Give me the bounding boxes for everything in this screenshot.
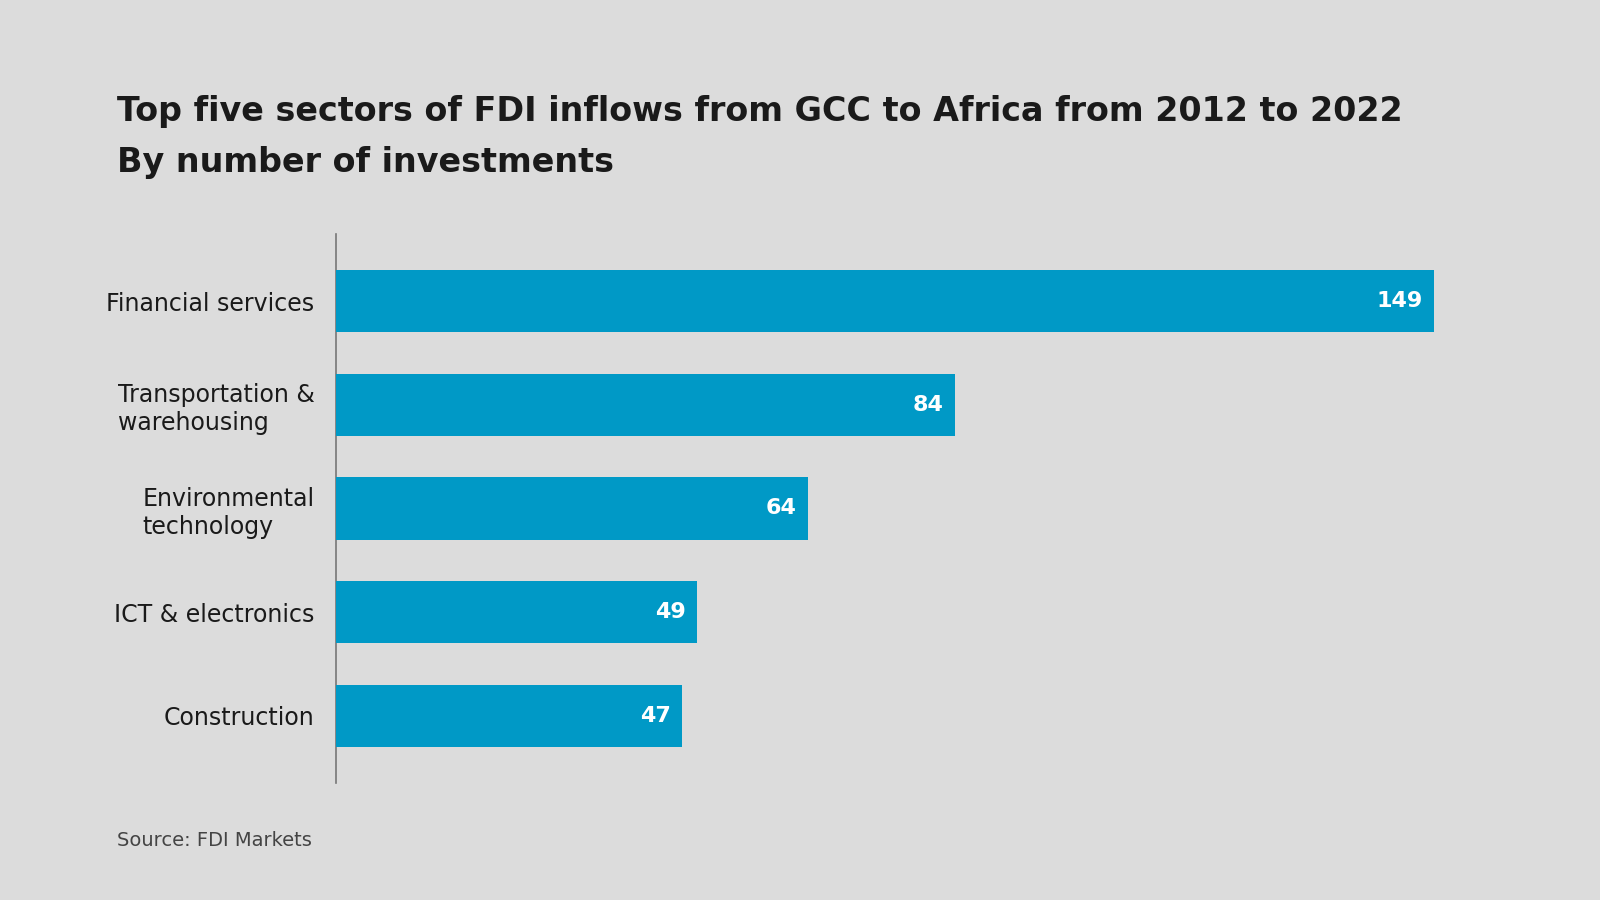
Text: 47: 47 [640, 706, 672, 725]
Bar [336, 374, 955, 436]
Text: 84: 84 [914, 395, 944, 415]
Text: Top five sectors of FDI inflows from GCC to Africa from 2012 to 2022: Top five sectors of FDI inflows from GCC… [117, 94, 1403, 128]
Bar [336, 477, 808, 540]
Text: 64: 64 [766, 499, 797, 518]
Text: Source: FDI Markets: Source: FDI Markets [117, 832, 312, 850]
Bar [336, 581, 698, 643]
Text: By number of investments: By number of investments [117, 146, 614, 179]
Bar [336, 270, 1434, 332]
Text: 49: 49 [656, 602, 686, 622]
Text: 149: 149 [1376, 292, 1422, 311]
Bar [336, 685, 682, 747]
